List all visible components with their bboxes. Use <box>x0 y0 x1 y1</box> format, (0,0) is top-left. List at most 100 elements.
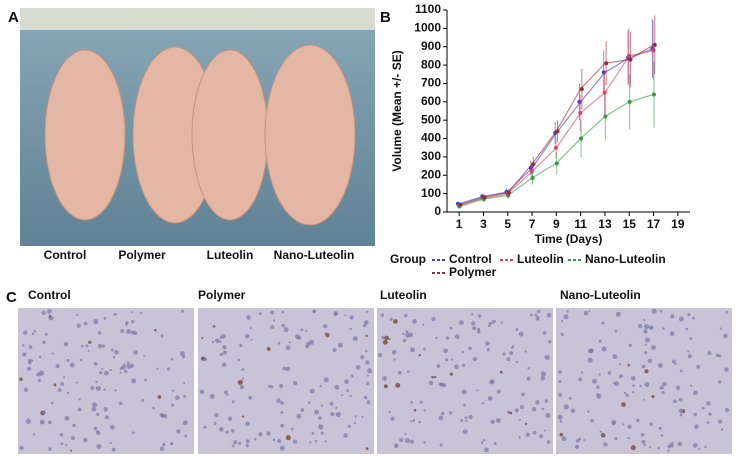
point <box>651 48 656 53</box>
panel-label: C <box>6 289 17 306</box>
point <box>602 90 607 95</box>
cell <box>41 410 46 415</box>
cell <box>238 441 242 445</box>
cell <box>78 398 81 401</box>
y-tick-label: 1000 <box>414 21 441 35</box>
cell <box>272 438 276 442</box>
cell <box>50 401 54 405</box>
x-tick-label: 17 <box>647 217 661 231</box>
cell <box>118 401 123 406</box>
cell <box>679 369 683 373</box>
cell <box>318 416 322 420</box>
cell <box>203 425 207 429</box>
cell <box>314 409 320 415</box>
cell <box>539 434 544 439</box>
cell <box>391 349 397 355</box>
cell <box>450 358 454 361</box>
cell <box>126 361 130 365</box>
cell <box>109 441 112 445</box>
cell <box>337 342 343 348</box>
cell <box>59 433 64 437</box>
cell <box>66 358 70 362</box>
cell <box>97 343 103 349</box>
x-tick-label: 11 <box>574 217 587 231</box>
point <box>577 99 582 104</box>
cell <box>563 404 569 410</box>
cell <box>363 395 368 400</box>
cell <box>350 374 354 378</box>
cell <box>615 311 621 317</box>
cell <box>266 346 271 351</box>
cell <box>487 324 491 328</box>
cell <box>487 396 493 401</box>
y-tick-label: 900 <box>421 39 441 53</box>
cell <box>280 411 284 414</box>
point <box>555 129 560 134</box>
cell <box>393 319 398 324</box>
cell <box>141 399 145 402</box>
cell <box>477 327 481 331</box>
cell <box>349 315 354 320</box>
cell <box>55 364 60 369</box>
cell <box>104 415 109 420</box>
cell <box>209 393 215 399</box>
cell <box>130 330 136 335</box>
cell <box>670 314 675 319</box>
cell <box>296 413 302 419</box>
cell <box>402 338 407 343</box>
cell <box>644 382 650 388</box>
cell <box>578 377 583 382</box>
cell <box>410 420 413 423</box>
cell <box>64 415 70 421</box>
cell <box>399 438 404 443</box>
cell <box>166 367 171 371</box>
cell <box>93 426 98 431</box>
cell <box>48 315 51 318</box>
mice <box>44 44 356 226</box>
cell <box>101 368 104 371</box>
cell <box>468 415 473 420</box>
y-tick-label: 0 <box>434 204 441 218</box>
cell <box>227 416 233 422</box>
cell <box>341 394 344 397</box>
cell <box>201 337 204 340</box>
cell <box>39 419 45 425</box>
cell <box>640 432 645 437</box>
cell <box>382 376 387 381</box>
cell <box>649 446 652 449</box>
cell <box>38 355 42 359</box>
cell <box>618 374 623 379</box>
cell <box>607 371 612 375</box>
cell <box>592 378 598 384</box>
cell <box>88 340 92 344</box>
cell <box>320 431 324 435</box>
cell <box>598 339 602 343</box>
panel-label: A <box>8 9 19 26</box>
cell <box>346 389 350 393</box>
cell <box>717 380 722 384</box>
cell <box>280 423 285 428</box>
cell <box>109 424 115 430</box>
cell <box>366 400 371 405</box>
cell <box>527 367 530 370</box>
cell <box>109 368 112 372</box>
cell <box>596 393 599 396</box>
cell <box>175 395 180 400</box>
cell <box>281 323 286 328</box>
cell <box>476 329 481 334</box>
cell <box>454 334 460 339</box>
photo-caption: Polymer <box>118 248 166 262</box>
cell <box>367 368 373 374</box>
legend-title: Group <box>390 252 426 266</box>
cell <box>657 446 660 450</box>
cell <box>388 337 391 341</box>
cell <box>546 440 551 444</box>
cell <box>60 382 65 386</box>
cell <box>531 406 537 412</box>
cell <box>277 341 281 345</box>
cell <box>627 436 630 440</box>
cell <box>612 354 618 359</box>
cell <box>441 411 445 416</box>
cell <box>285 345 291 351</box>
cell <box>222 350 227 355</box>
